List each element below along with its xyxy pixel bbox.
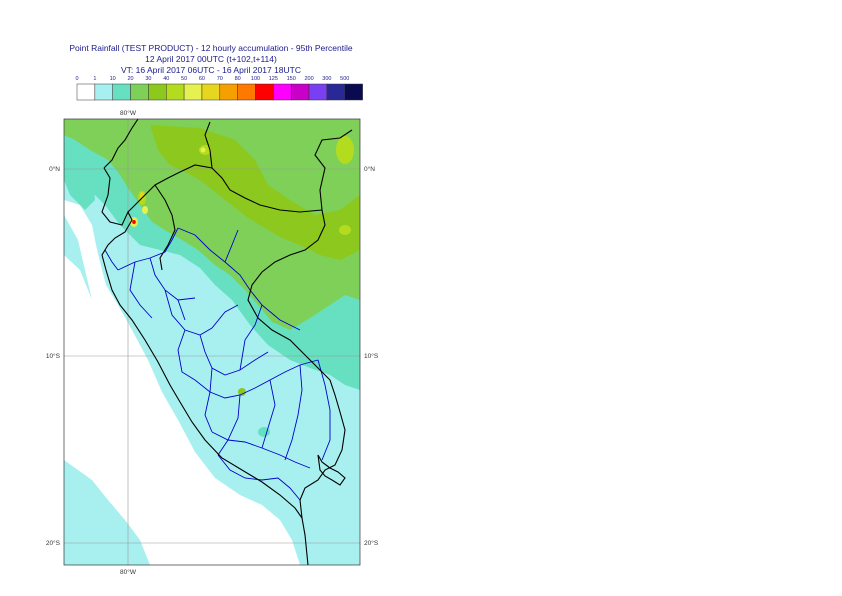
coastline — [101, 167, 309, 565]
run-time-label: 12 April 2017 00UTC (t+102,t+114) — [145, 54, 277, 64]
legend-tick-label: 80 — [235, 76, 241, 82]
rain-area-20-30mm — [64, 119, 360, 330]
lat-label-right: 10°S — [364, 352, 379, 360]
ocean-dry-area — [64, 255, 262, 565]
lat-label-left: 10°S — [46, 352, 61, 360]
rain-cell-heavy — [132, 220, 136, 224]
rain-cell — [238, 388, 246, 396]
lat-label-right: 0°N — [364, 165, 375, 173]
rain-streak — [64, 140, 95, 210]
legend-tick-label: 300 — [322, 76, 331, 82]
rain-cell-heavy — [142, 206, 148, 214]
legend-tick-label: 0 — [75, 76, 78, 82]
legend-tick-label: 40 — [163, 76, 169, 82]
legend-tick-label: 30 — [145, 76, 151, 82]
chart-title: Point Rainfall (TEST PRODUCT) - 12 hourl… — [69, 43, 353, 53]
lat-label-left: 20°S — [46, 539, 61, 547]
legend-tick-label: 100 — [251, 76, 260, 82]
lat-label-left: 0°N — [49, 165, 60, 173]
legend-swatch — [344, 83, 363, 101]
legend-tick-label: 70 — [217, 76, 223, 82]
legend-tick-label: 500 — [340, 76, 349, 82]
map-frame — [63, 118, 361, 566]
lat-label-right: 20°S — [364, 539, 379, 547]
rain-cell-heavy — [140, 192, 144, 200]
lon-label-top: 80°W — [120, 109, 137, 117]
legend-tick-label: 50 — [181, 76, 187, 82]
legend-tick-label: 200 — [304, 76, 313, 82]
legend-tick-label: 60 — [199, 76, 205, 82]
admin-boundaries — [104, 227, 331, 501]
legend-tick-label: 125 — [269, 76, 278, 82]
rain-cell — [258, 427, 270, 437]
rain-cell — [336, 136, 354, 164]
legend-tick-label: 1 — [93, 76, 96, 82]
color-scale-legend: 0 1 10 20 30 40 50 60 70 80 100 125 150 200 300 500 — [75, 76, 363, 101]
legend-tick-label: 10 — [110, 76, 116, 82]
rain-cell — [200, 147, 206, 153]
rain-area-30-40mm — [150, 125, 360, 260]
legend-tick-label: 150 — [287, 76, 296, 82]
rain-cell — [339, 225, 351, 235]
legend-tick-label: 20 — [127, 76, 133, 82]
lon-label-bottom: 80°W — [120, 568, 137, 576]
validity-time-label: VT: 16 April 2017 06UTC - 16 April 2017 … — [120, 65, 301, 75]
country-borders — [101, 119, 353, 565]
